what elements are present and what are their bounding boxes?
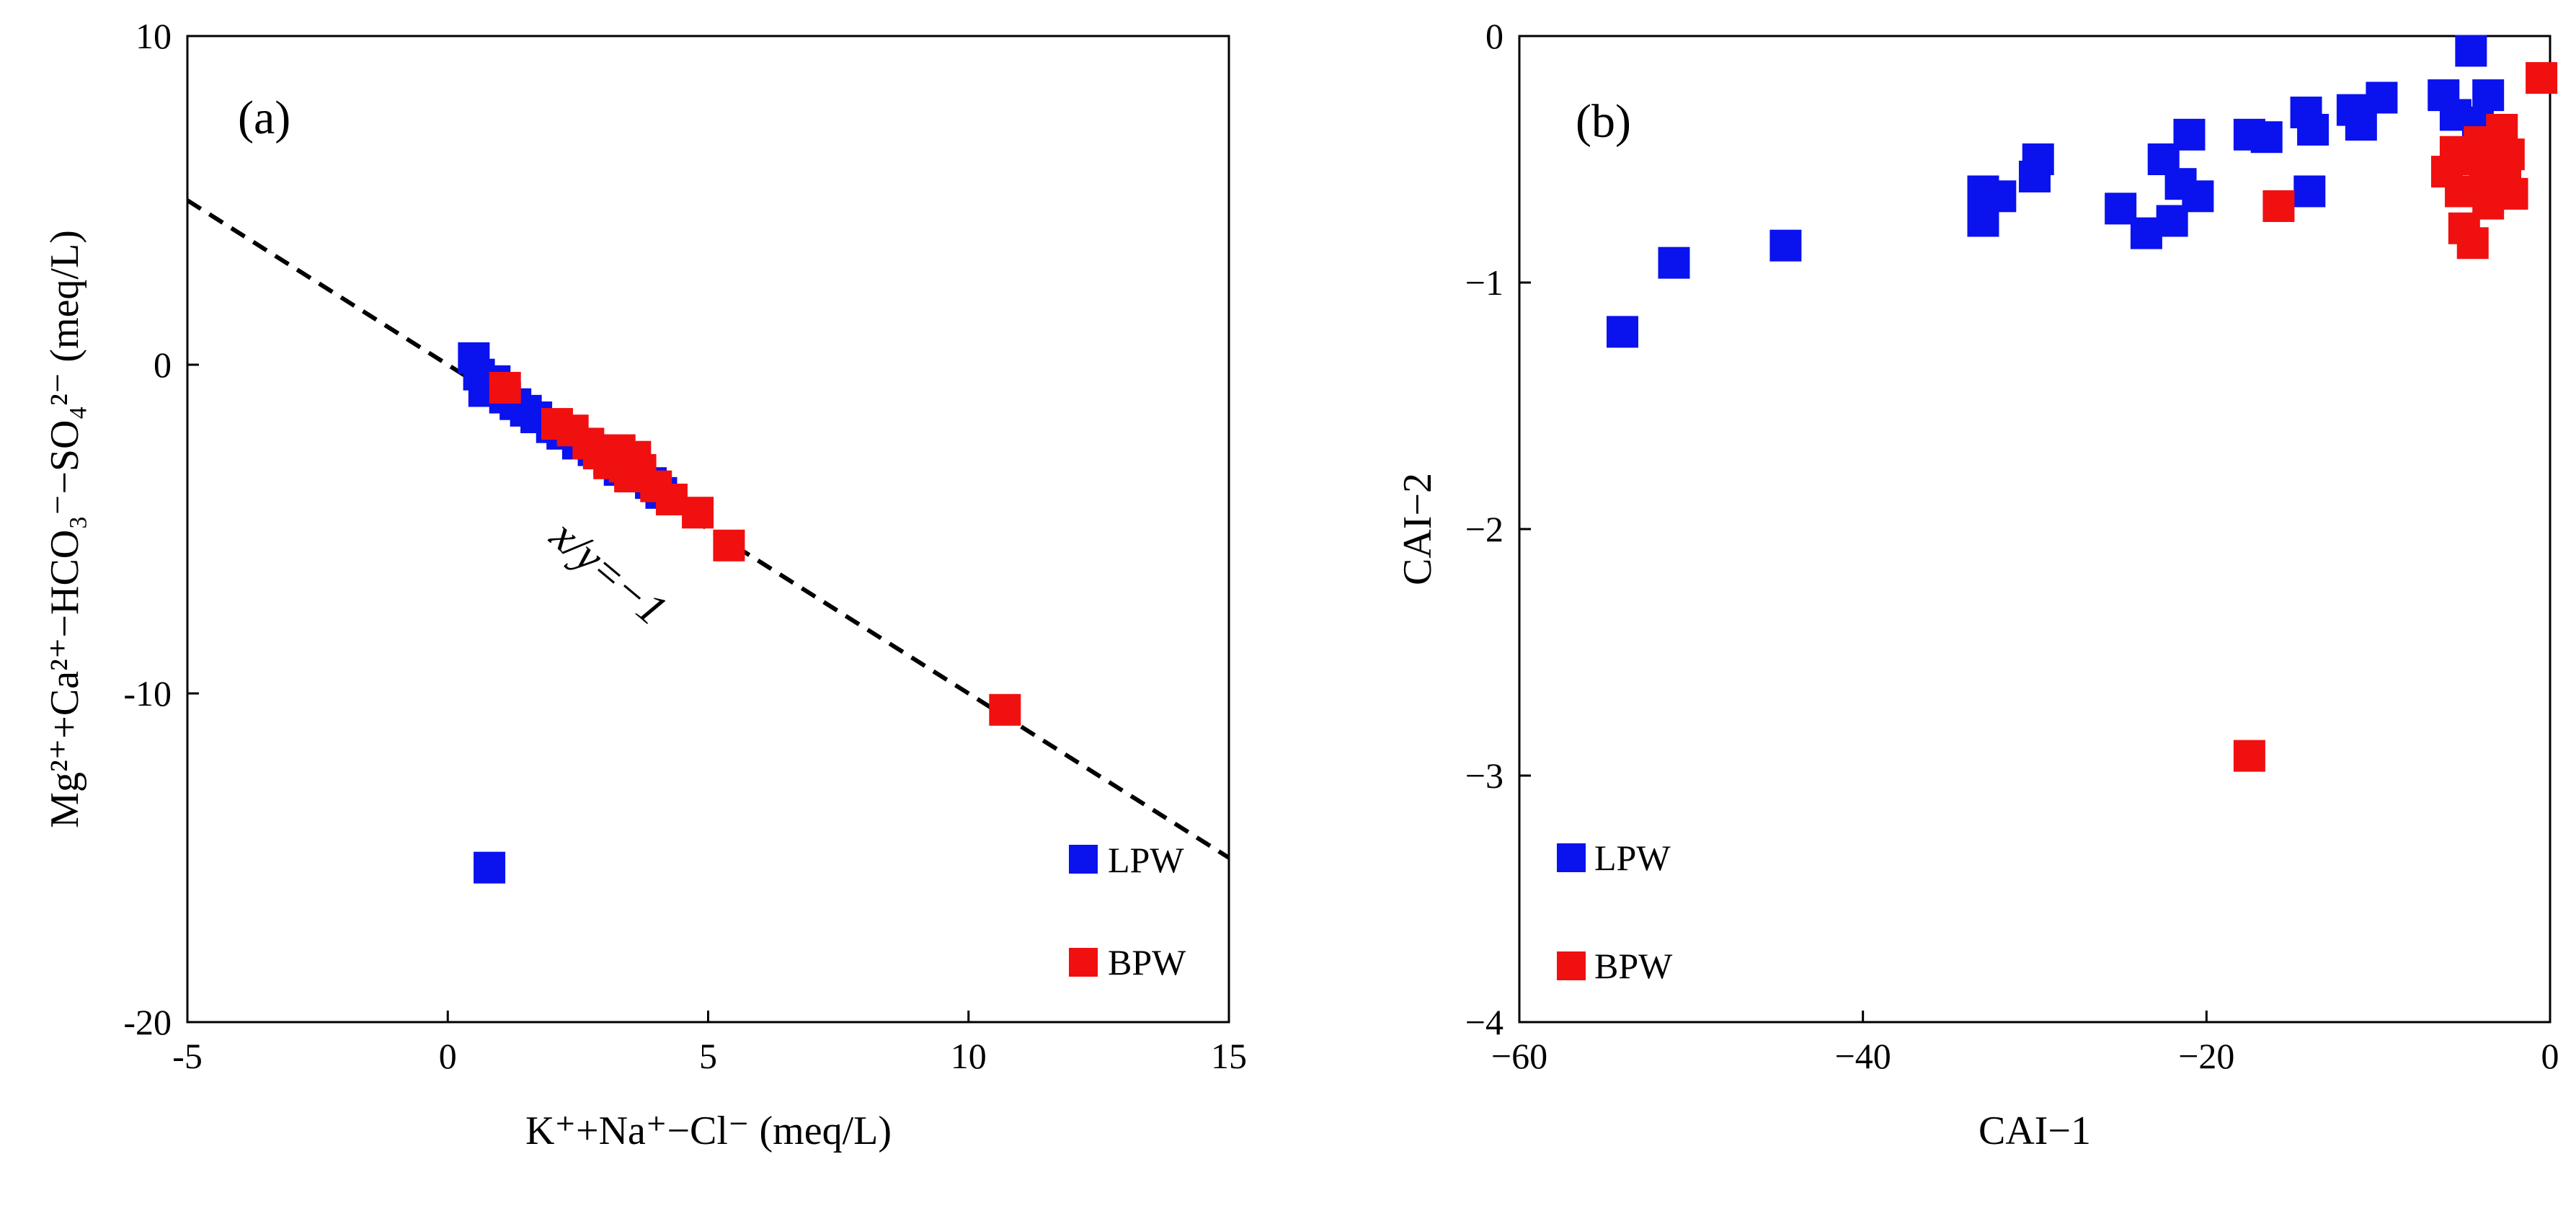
point-lpw: [474, 851, 506, 884]
x-axis-label-b: CAI−1: [1978, 1109, 2091, 1153]
x-tick-label: 0: [439, 1036, 457, 1076]
x-tick-label: −40: [1835, 1036, 1891, 1076]
y-tick-label: 0: [154, 345, 172, 385]
panel-a: -5 0 5 10 15 -20 -10 0 10 (a) x/y=−1 LPW BPW K⁺+…: [43, 16, 1247, 1153]
point-lpw: [1658, 247, 1690, 279]
ticks-b: −60 −40 −20 0 −4 −3 −2 −1 0: [1465, 16, 2559, 1076]
y-tick-label: −4: [1465, 1002, 1504, 1042]
legend-marker-lpw: [1069, 845, 1098, 874]
point-bpw: [2496, 177, 2528, 210]
point-bpw: [2526, 62, 2558, 94]
point-bpw: [713, 529, 745, 562]
reference-line-label: x/y=−1: [541, 510, 676, 635]
ticks-a: -5 0 5 10 15 -20 -10 0 10: [123, 16, 1247, 1076]
legend-marker-bpw: [1557, 951, 1586, 980]
point-bpw: [682, 497, 714, 529]
y-tick-label: −2: [1465, 509, 1504, 549]
y-tick-label: −3: [1465, 755, 1504, 796]
y-tick-label: -20: [123, 1002, 172, 1042]
point-lpw: [1769, 229, 1802, 262]
plot-area-a: [186, 35, 1230, 1024]
panel-b: −60 −40 −20 0 −4 −3 −2 −1 0 (b) LPW BPW CAI−1 CA…: [1395, 16, 2559, 1153]
panel-label-a: (a): [238, 92, 290, 144]
point-lpw: [2455, 35, 2487, 67]
x-tick-label: 0: [2541, 1036, 2559, 1076]
legend-label-bpw: BPW: [1108, 942, 1186, 982]
y-tick-label: 0: [1485, 16, 1504, 56]
points-a: [458, 342, 1021, 884]
legend-b: LPW BPW: [1557, 838, 1673, 986]
point-lpw: [2173, 118, 2206, 151]
point-lpw: [2472, 79, 2505, 112]
legend-marker-bpw: [1069, 948, 1098, 977]
y-tick-label: -10: [123, 673, 172, 714]
legend-label-lpw: LPW: [1108, 840, 1184, 880]
point-lpw: [2293, 175, 2326, 208]
point-lpw: [2297, 113, 2329, 146]
y-tick-label: −1: [1465, 262, 1504, 303]
point-lpw: [2345, 109, 2377, 141]
x-tick-label: -5: [172, 1036, 203, 1076]
x-tick-label: −60: [1491, 1036, 1547, 1076]
point-lpw: [2250, 121, 2283, 154]
panel-label-b: (b): [1576, 95, 1631, 148]
x-tick-label: −20: [2178, 1036, 2234, 1076]
x-tick-label: 10: [951, 1036, 987, 1076]
x-axis-label-a: K⁺+Na⁺−Cl⁻ (meq/L): [525, 1109, 892, 1153]
point-lpw: [1607, 316, 1638, 348]
point-lpw: [2022, 143, 2054, 175]
y-tick-label: 10: [136, 16, 172, 56]
point-lpw: [2182, 180, 2214, 213]
point-bpw: [2262, 190, 2295, 222]
legend-label-lpw: LPW: [1594, 838, 1671, 878]
legend-label-bpw: BPW: [1594, 946, 1673, 986]
point-bpw: [989, 693, 1021, 726]
point-lpw: [2366, 81, 2398, 114]
reference-line: [186, 198, 1230, 860]
point-lpw: [1984, 180, 2017, 213]
x-tick-label: 5: [699, 1036, 717, 1076]
point-bpw: [2233, 740, 2265, 772]
legend-marker-lpw: [1557, 843, 1586, 872]
point-bpw: [489, 371, 521, 404]
points-b: [1607, 35, 2558, 772]
y-axis-label-b: CAI−2: [1395, 473, 1440, 585]
point-bpw: [2456, 227, 2489, 259]
x-tick-label: 15: [1211, 1036, 1247, 1076]
legend-a: LPW BPW: [1069, 840, 1186, 982]
point-bpw: [2492, 138, 2525, 171]
y-axis-label-a: Mg²⁺+Ca²⁺−HCO₃⁻−SO₄²⁻ (meq/L): [43, 230, 87, 828]
